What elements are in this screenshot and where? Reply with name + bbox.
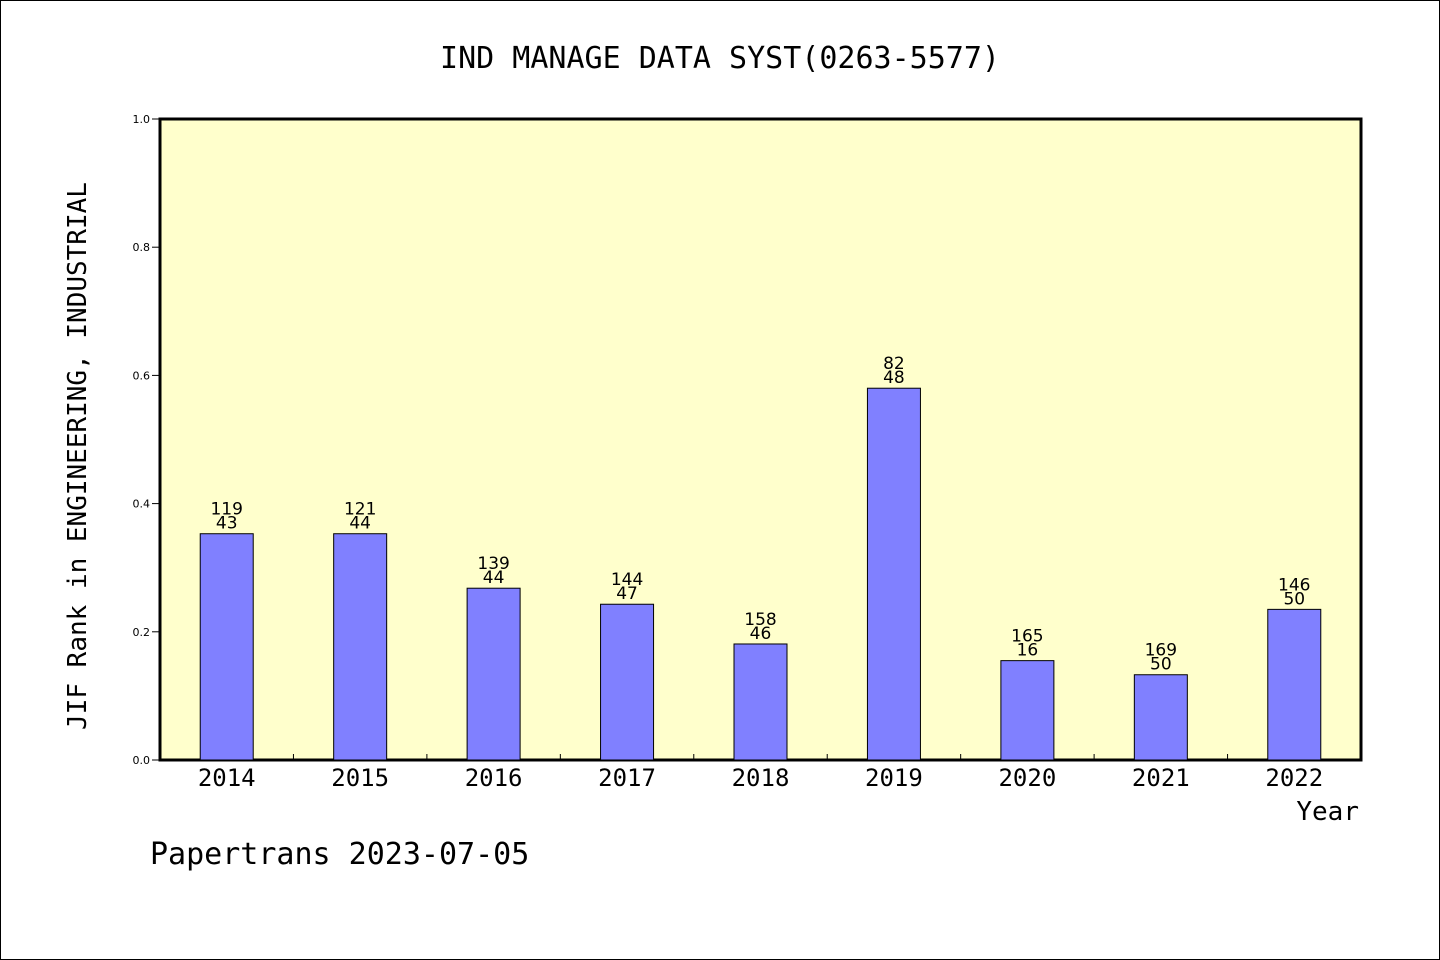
y-tick-label: 0.8: [133, 241, 151, 254]
bar-2016: [466, 587, 521, 761]
bar-label-bottom-2021: 50: [1150, 655, 1172, 675]
x-axis: 2014 2015 2016 2017 2018 2019 2020 2021 2022: [198, 754, 1323, 792]
bar-2017: [600, 603, 655, 761]
bar-2021: [1133, 674, 1188, 761]
footer-text: Papertrans 2023-07-05: [150, 837, 529, 872]
x-tick-label: 2016: [465, 764, 523, 792]
y-tick-label: 1.0: [133, 113, 151, 126]
bar-label-top-2018: 158: [744, 610, 776, 630]
bar-label-top-2021: 169: [1145, 641, 1177, 661]
chart-title: IND MANAGE DATA SYST(0263-5577): [440, 41, 1000, 76]
x-tick-label: 2017: [598, 764, 656, 792]
y-tick-label: 0.6: [133, 369, 151, 382]
bar-label-bottom-2022: 50: [1283, 589, 1305, 609]
y-tick-label: 0.0: [133, 754, 151, 767]
bar-label-top-2016: 139: [477, 554, 509, 574]
y-axis: 0.0 0.2 0.4 0.6 0.8 1.0: [133, 113, 160, 767]
bar-2022: [1267, 608, 1322, 761]
bar-label-top-2014: 119: [210, 500, 242, 520]
y-tick-label: 0.4: [133, 498, 151, 511]
bar-label-bottom-2015: 44: [349, 514, 371, 534]
bar-label-bottom-2020: 16: [1017, 641, 1039, 661]
bar-label-top-2019: 82: [883, 354, 905, 374]
bar-label-bottom-2016: 44: [483, 568, 505, 588]
x-axis-title: Year: [1296, 797, 1359, 827]
bar-label-top-2017: 144: [611, 570, 643, 590]
bar-label-bottom-2014: 43: [216, 514, 238, 534]
x-tick-label: 2020: [998, 764, 1056, 792]
x-tick-label: 2022: [1265, 764, 1323, 792]
y-axis-title: JIF Rank in ENGINEERING, INDUSTRIAL: [63, 182, 93, 730]
bar-label-top-2022: 146: [1278, 575, 1310, 595]
x-tick-label: 2018: [732, 764, 790, 792]
x-tick-label: 2019: [865, 764, 923, 792]
bar-2014: [199, 533, 254, 761]
bar-label-bottom-2019: 48: [883, 368, 905, 388]
y-tick-label: 0.2: [133, 626, 151, 639]
bar-label-top-2015: 121: [344, 500, 376, 520]
x-tick-label: 2021: [1132, 764, 1190, 792]
bar-label-bottom-2017: 47: [616, 584, 638, 604]
bar-2019: [866, 387, 921, 761]
bar-label-top-2020: 165: [1011, 627, 1043, 647]
bar-2018: [733, 643, 788, 761]
bar-2015: [333, 533, 388, 761]
bar-2020: [1000, 660, 1055, 761]
x-tick-label: 2014: [198, 764, 256, 792]
x-tick-label: 2015: [331, 764, 389, 792]
bar-label-bottom-2018: 46: [750, 624, 772, 644]
